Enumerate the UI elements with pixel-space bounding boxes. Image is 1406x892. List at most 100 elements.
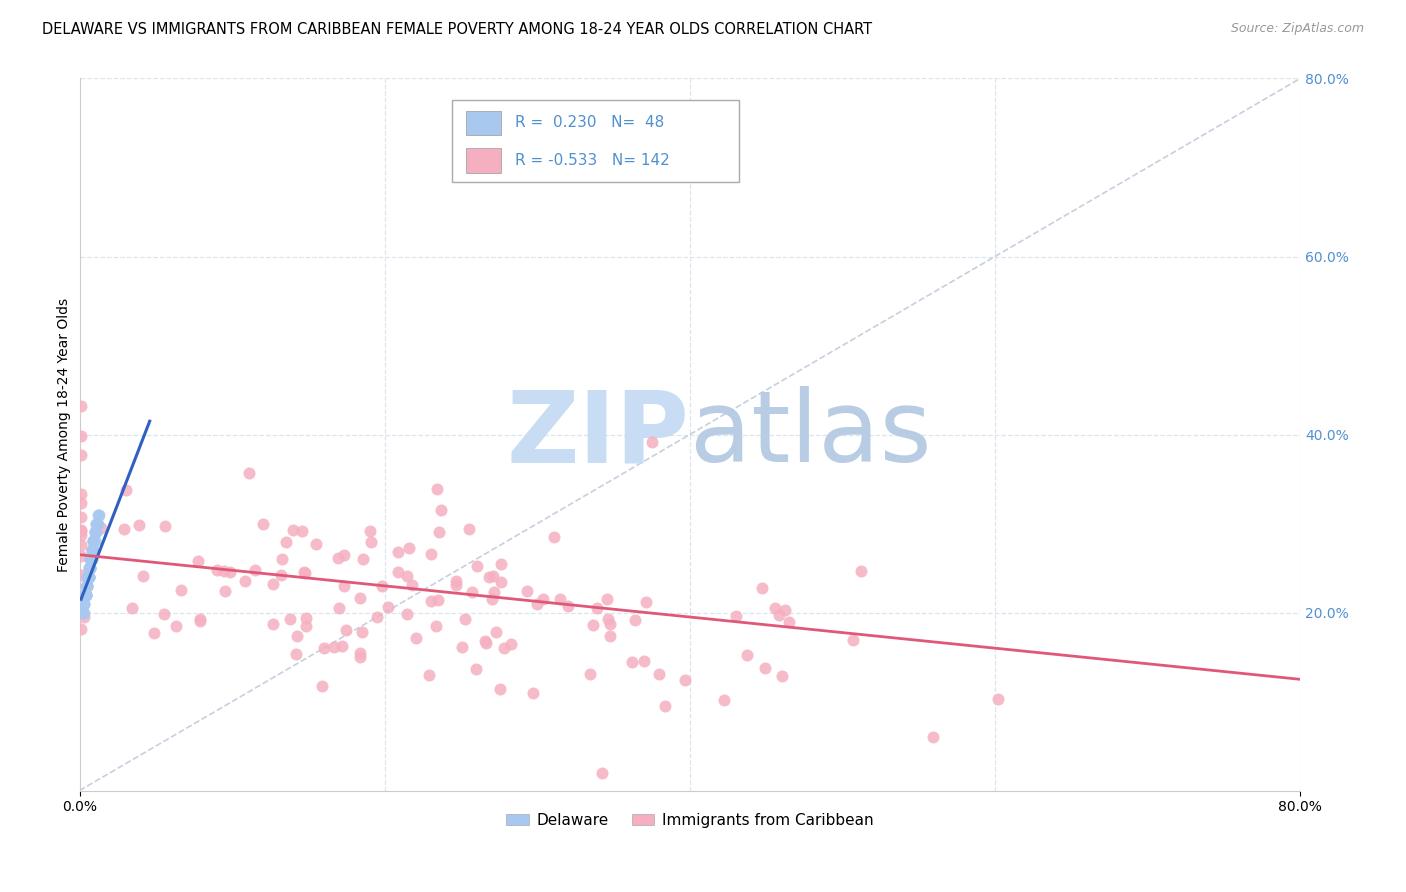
Point: [262, 577, 284, 591]
Point: [599, 629, 621, 643]
Point: [481, 591, 503, 606]
Point: [262, 617, 284, 632]
Point: [596, 592, 619, 607]
Point: [395, 607, 418, 621]
Point: [675, 673, 697, 687]
Point: [305, 537, 328, 551]
Point: [323, 640, 346, 655]
Point: [478, 570, 501, 584]
Point: [335, 623, 357, 637]
Point: [735, 648, 758, 662]
Point: [75, 588, 97, 602]
Point: [79, 552, 101, 566]
Point: [922, 730, 945, 744]
Point: [633, 654, 655, 668]
Point: [482, 569, 505, 583]
Point: [82, 543, 104, 558]
Point: [624, 614, 647, 628]
Point: [115, 483, 138, 498]
Point: [70, 528, 93, 542]
Point: [634, 595, 657, 609]
Point: [599, 616, 621, 631]
Point: [70, 568, 93, 582]
Point: [328, 601, 350, 615]
Point: [132, 568, 155, 582]
Point: [80, 552, 103, 566]
Point: [285, 647, 308, 661]
Point: [83, 525, 105, 540]
Point: [395, 569, 418, 583]
Point: [84, 525, 107, 540]
Point: [526, 598, 548, 612]
Point: [121, 601, 143, 615]
Point: [79, 561, 101, 575]
Point: [219, 565, 242, 579]
Point: [352, 551, 374, 566]
Point: [294, 611, 316, 625]
Point: [427, 593, 450, 607]
Point: [187, 554, 209, 568]
Point: [80, 552, 103, 566]
Point: [485, 624, 508, 639]
Point: [533, 592, 555, 607]
Point: [654, 698, 676, 713]
Point: [425, 618, 447, 632]
Point: [165, 619, 187, 633]
Point: [70, 524, 93, 538]
Point: [326, 551, 349, 566]
Point: [773, 603, 796, 617]
Point: [70, 496, 93, 510]
Point: [582, 618, 605, 632]
Point: [450, 640, 472, 655]
Point: [330, 639, 353, 653]
Point: [82, 534, 104, 549]
Point: [482, 585, 505, 599]
Point: [212, 564, 235, 578]
FancyBboxPatch shape: [451, 100, 738, 182]
Point: [648, 667, 671, 681]
Point: [80, 543, 103, 558]
Point: [465, 662, 488, 676]
Point: [578, 667, 600, 681]
Point: [585, 601, 607, 615]
Point: [366, 610, 388, 624]
Point: [770, 669, 793, 683]
Text: R = -0.533   N= 142: R = -0.533 N= 142: [515, 153, 671, 169]
Point: [754, 661, 776, 675]
Point: [851, 564, 873, 578]
Text: Source: ZipAtlas.com: Source: ZipAtlas.com: [1230, 22, 1364, 36]
Point: [72, 610, 94, 624]
Point: [548, 592, 571, 607]
Point: [444, 574, 467, 588]
Point: [77, 570, 100, 584]
Point: [620, 656, 643, 670]
Point: [80, 543, 103, 558]
Point: [75, 588, 97, 602]
Point: [73, 606, 96, 620]
Point: [82, 543, 104, 558]
Y-axis label: Female Poverty Among 18-24 Year Olds: Female Poverty Among 18-24 Year Olds: [58, 297, 72, 572]
Point: [314, 641, 336, 656]
Point: [153, 607, 176, 622]
Point: [70, 510, 93, 524]
Point: [446, 578, 468, 592]
Point: [87, 508, 110, 522]
Point: [76, 570, 98, 584]
Point: [641, 434, 664, 449]
Point: [311, 679, 333, 693]
Point: [73, 588, 96, 602]
Point: [292, 566, 315, 580]
Point: [83, 534, 105, 549]
Point: [70, 399, 93, 413]
Point: [75, 588, 97, 602]
Point: [233, 574, 256, 588]
Point: [77, 570, 100, 584]
Point: [76, 570, 98, 584]
Point: [281, 523, 304, 537]
Point: [77, 570, 100, 584]
Point: [724, 608, 747, 623]
Point: [333, 548, 356, 562]
Point: [84, 516, 107, 531]
Point: [75, 588, 97, 602]
Point: [243, 563, 266, 577]
